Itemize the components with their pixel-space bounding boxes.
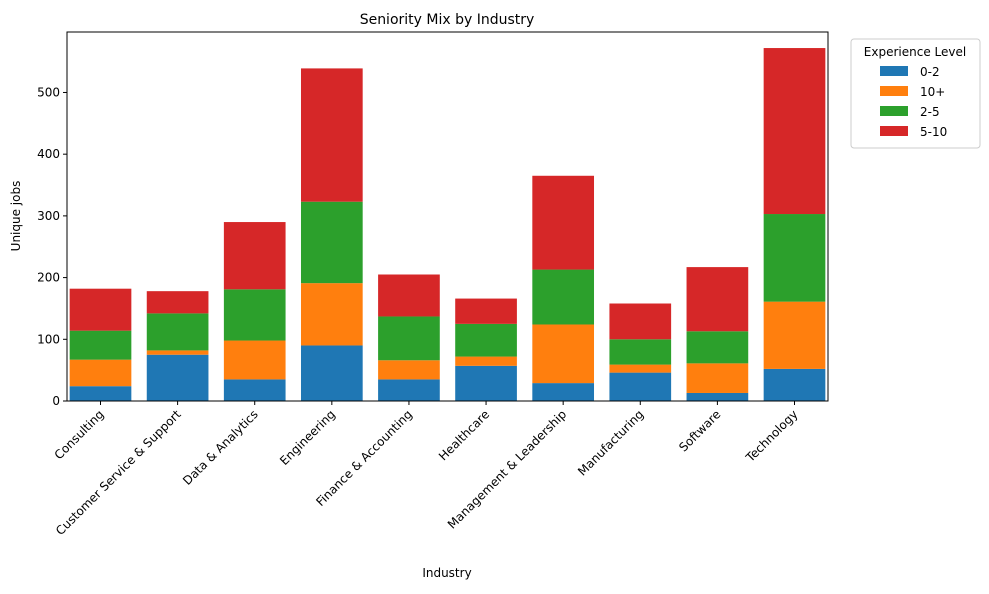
bar-segment [300,283,363,346]
bar-segment [69,288,132,331]
bar-segment [378,316,440,361]
x-tick-label: Manufacturing [575,407,646,478]
bar-segment [763,48,826,215]
bar-segment [300,68,363,202]
bar-segment [378,360,440,380]
bar-segment [609,364,672,373]
bar-segment [455,298,517,324]
x-tick-label: Technology [742,407,800,465]
bar-segment [146,313,209,351]
legend-swatch [880,106,908,116]
y-tick-label: 0 [52,394,60,408]
bar-segment [532,383,595,401]
y-axis: 0 100 200 300 400 500 [37,85,67,408]
bar-segment [300,201,363,284]
bar-segment [686,331,749,364]
chart-title: Seniority Mix by Industry [360,12,535,28]
y-axis-label: Unique jobs [9,181,23,252]
x-tick-label: Healthcare [436,407,492,463]
bar-segment [455,356,517,366]
bar-segment [69,359,132,387]
bar-segment [455,365,517,401]
bar-segment [223,222,286,290]
bar-segment [69,386,132,401]
bar-segment [609,372,672,401]
x-tick-label: Data & Analytics [180,407,261,488]
legend-title: Experience Level [864,45,966,59]
legend-swatch [880,126,908,136]
bar-segment [146,354,209,401]
legend-label: 0-2 [920,65,940,79]
legend-label: 10+ [920,85,945,99]
bar-segment [763,214,826,302]
bar-segment [146,350,209,355]
y-tick-label: 300 [37,209,60,223]
bar-segment [532,269,595,325]
y-tick-label: 100 [37,332,60,346]
plot-frame [66,31,829,402]
bar-segment [686,392,749,401]
y-tick-label: 400 [37,147,60,161]
legend-label: 5-10 [920,125,947,139]
bar-segment [763,301,826,369]
legend-swatch [880,66,908,76]
bar-segment [686,267,749,332]
x-tick-label: Consulting [52,407,107,462]
bar-segment [223,379,286,401]
bars-group [69,48,826,401]
bar-segment [532,324,595,384]
bar-segment [609,303,672,340]
bar-segment [763,368,826,401]
bar-segment [300,345,363,401]
x-axis-label: Industry [422,566,471,580]
legend-swatch [880,86,908,96]
bar-segment [223,289,286,341]
bar-segment [609,339,672,365]
bar-segment [69,330,132,360]
legend: Experience Level 0-2 10+ 2-5 5-10 [850,38,981,149]
bar-segment [686,363,749,393]
bar-segment [455,323,517,357]
x-tick-label: Software [676,407,723,454]
bar-segment [223,340,286,380]
y-tick-label: 200 [37,271,60,285]
legend-label: 2-5 [920,105,940,119]
x-tick-label: Customer Service & Support [53,407,184,538]
bar-segment [378,379,440,401]
bar-segment [378,274,440,317]
bar-segment [532,175,595,270]
bar-segment [146,291,209,314]
x-tick-label: Engineering [277,407,338,468]
y-tick-label: 500 [37,85,60,99]
